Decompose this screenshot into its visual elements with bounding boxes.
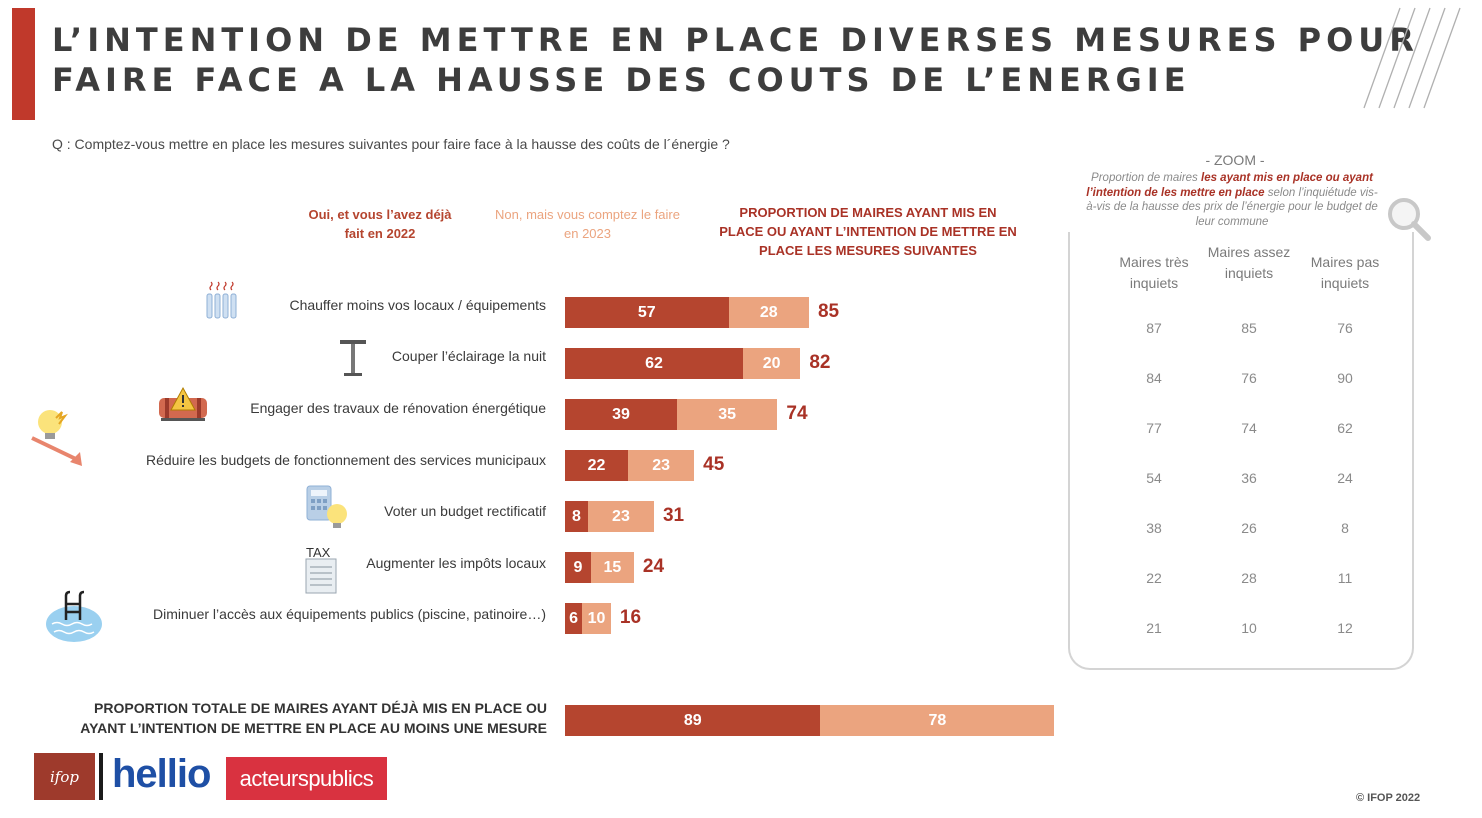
category-label-6: Augmenter les impôts locaux	[366, 555, 546, 571]
zoom-cell: 76	[1337, 320, 1353, 336]
zoom-cell: 87	[1146, 320, 1162, 336]
zoom-cell: 62	[1337, 420, 1353, 436]
bar-oui-5: 8	[565, 501, 588, 532]
zoom-col-header-3: Maires pas inquiets	[1310, 254, 1380, 291]
zoom-col-header-1: Maires très inquiets	[1119, 254, 1189, 291]
bar-oui-3: 39	[565, 399, 677, 430]
bar-total-2: 82	[809, 352, 831, 373]
legend-non: Non, mais vous comptez le faire en 2023	[495, 207, 680, 241]
category-label-3: Engager des travaux de rénovation énergé…	[250, 400, 546, 416]
radiator-icon	[206, 281, 237, 319]
zoom-cell: 10	[1241, 620, 1257, 636]
zoom-cell: 77	[1146, 420, 1162, 436]
zoom-cell: 21	[1146, 620, 1162, 636]
zoom-title: - ZOOM -	[1205, 152, 1265, 168]
tax-document-icon: TAX	[305, 545, 337, 594]
category-label-2: Couper l’éclairage la nuit	[391, 348, 546, 364]
zoom-cell: 38	[1146, 520, 1162, 536]
bar-oui-1: 57	[565, 297, 729, 328]
overall-bar-1: 89	[565, 705, 821, 736]
overall-bar-2: 78	[820, 705, 1055, 736]
bar-oui-6: 9	[565, 552, 591, 583]
decorative-stripes-icon	[1363, 7, 1461, 109]
calculator-icon	[306, 485, 347, 528]
zoom-cell: 24	[1337, 470, 1353, 486]
bar-total-4: 45	[703, 454, 725, 475]
bar-total-7: 16	[619, 607, 642, 628]
zoom-cell: 28	[1241, 570, 1257, 586]
zoom-cell: 12	[1337, 620, 1353, 636]
zoom-cell: 84	[1146, 370, 1162, 386]
magnifier-icon	[1388, 198, 1431, 241]
category-label-7: Diminuer l’accès aux équipements publics…	[153, 606, 546, 622]
bar-oui-4: 22	[565, 450, 629, 481]
renovation-icon	[159, 386, 207, 421]
ifop-logo: ifop	[34, 753, 95, 800]
bar-total-6: 24	[642, 556, 665, 577]
category-label-5: Voter un budget rectificatif	[384, 503, 546, 519]
streetlight-icon	[340, 340, 366, 376]
zoom-cell: 22	[1146, 570, 1162, 586]
page-title: L’INTENTION DE METTRE EN PLACE DIVERSES …	[52, 20, 1419, 100]
title-line-2: FAIRE FACE A LA HAUSSE DES COUTS DE L’EN…	[52, 61, 1191, 99]
bar-non-6: 15	[590, 552, 634, 583]
bar-total-3: 74	[786, 403, 808, 424]
bar-non-1: 28	[728, 297, 809, 328]
pool-ladder-icon	[46, 590, 102, 642]
svg-text:TAX: TAX	[306, 545, 331, 560]
zoom-cell: 90	[1337, 370, 1353, 386]
zoom-cell: 36	[1241, 470, 1257, 486]
bar-non-3: 35	[676, 399, 778, 430]
survey-question: Q : Comptez-vous mettre en place les mes…	[52, 136, 730, 152]
zoom-cell: 54	[1146, 470, 1162, 486]
zoom-panel	[1068, 232, 1414, 670]
bar-oui-2: 62	[565, 348, 743, 379]
zoom-cell: 85	[1241, 320, 1257, 336]
category-label-1: Chauffer moins vos locaux / équipements	[289, 297, 546, 313]
legend-proportion: PROPORTION DE MAIRES AYANT MIS EN PLACE …	[719, 205, 1017, 258]
copyright: © IFOP 2022	[1356, 792, 1421, 804]
bar-non-2: 20	[742, 348, 801, 379]
bar-non-4: 23	[628, 450, 695, 481]
zoom-cell: 26	[1241, 520, 1257, 536]
acteurs-publics-logo: acteurspublics	[226, 757, 387, 800]
lightbulb-down-icon	[31, 410, 82, 466]
legend-oui: Oui, et vous l’avez déjà fait en 2022	[308, 207, 452, 241]
title-accent-bar	[12, 8, 35, 120]
zoom-cell: 8	[1341, 520, 1349, 536]
bar-total-5: 31	[662, 505, 685, 526]
category-label-4: Réduire les budgets de fonctionnement de…	[145, 452, 546, 468]
zoom-description: Proportion de maires les ayant mis en pl…	[1086, 172, 1378, 228]
zoom-cell: 76	[1241, 370, 1257, 386]
bar-non-5: 23	[587, 501, 654, 532]
overall-total-label: PROPORTION TOTALE DE MAIRES AYANT DÉJÀ M…	[80, 700, 547, 736]
title-line-1: L’INTENTION DE METTRE EN PLACE DIVERSES …	[52, 21, 1419, 59]
zoom-cell: 11	[1337, 570, 1353, 586]
bar-total-1: 85	[817, 301, 840, 322]
bar-non-7: 10	[582, 603, 611, 634]
zoom-cell: 74	[1241, 420, 1257, 436]
logo-separator	[99, 753, 103, 800]
bar-oui-7: 6	[565, 603, 583, 634]
hellio-logo: hellio	[112, 752, 211, 796]
zoom-col-header-2: Maires assez inquiets	[1207, 244, 1291, 281]
